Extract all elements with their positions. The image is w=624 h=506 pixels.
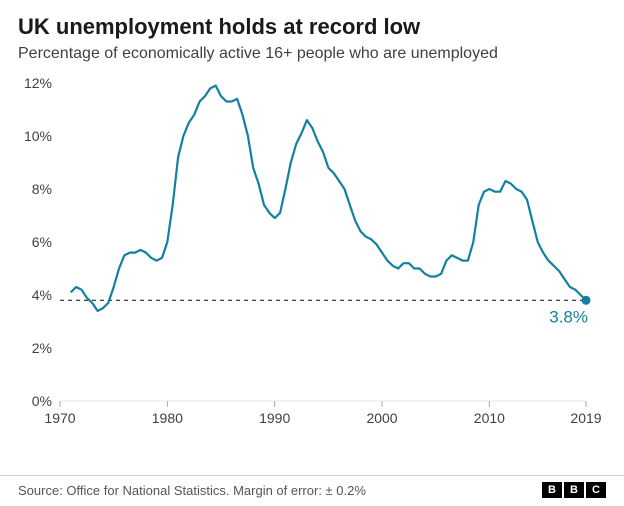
source-text: Source: Office for National Statistics. … (18, 483, 366, 498)
chart-footer: Source: Office for National Statistics. … (0, 475, 624, 506)
y-axis-tick-label: 6% (32, 234, 52, 250)
y-axis-tick-label: 4% (32, 287, 52, 303)
y-axis-tick-label: 8% (32, 181, 52, 197)
chart-subtitle: Percentage of economically active 16+ pe… (18, 44, 606, 65)
x-axis-tick-label: 1980 (152, 410, 183, 426)
chart-container: UK unemployment holds at record low Perc… (0, 0, 624, 506)
bbc-logo-letter: B (542, 482, 562, 498)
line-chart-svg: 0% 2% 4% 6% 8% 10% 12% 1970 1980 1990 2000 2010 2019… (18, 75, 606, 435)
end-value-label: 3.8% (549, 307, 588, 326)
unemployment-line (71, 85, 586, 310)
x-axis-tick-label: 2010 (474, 410, 505, 426)
x-axis-tick-label: 1990 (259, 410, 290, 426)
bbc-logo-letter: C (586, 482, 606, 498)
chart-title: UK unemployment holds at record low (18, 14, 606, 40)
y-axis-tick-label: 0% (32, 393, 52, 409)
bbc-logo: B B C (542, 482, 606, 498)
x-axis-tick-label: 2019 (570, 410, 601, 426)
x-axis-tick-label: 1970 (44, 410, 75, 426)
y-axis-tick-label: 2% (32, 340, 52, 356)
chart-plot-area: 0% 2% 4% 6% 8% 10% 12% 1970 1980 1990 2000 2010 2019… (18, 75, 606, 435)
bbc-logo-letter: B (564, 482, 584, 498)
y-axis-tick-label: 12% (24, 75, 52, 91)
y-axis-tick-label: 10% (24, 128, 52, 144)
end-point-marker (582, 296, 591, 305)
x-axis-tick-label: 2000 (366, 410, 397, 426)
